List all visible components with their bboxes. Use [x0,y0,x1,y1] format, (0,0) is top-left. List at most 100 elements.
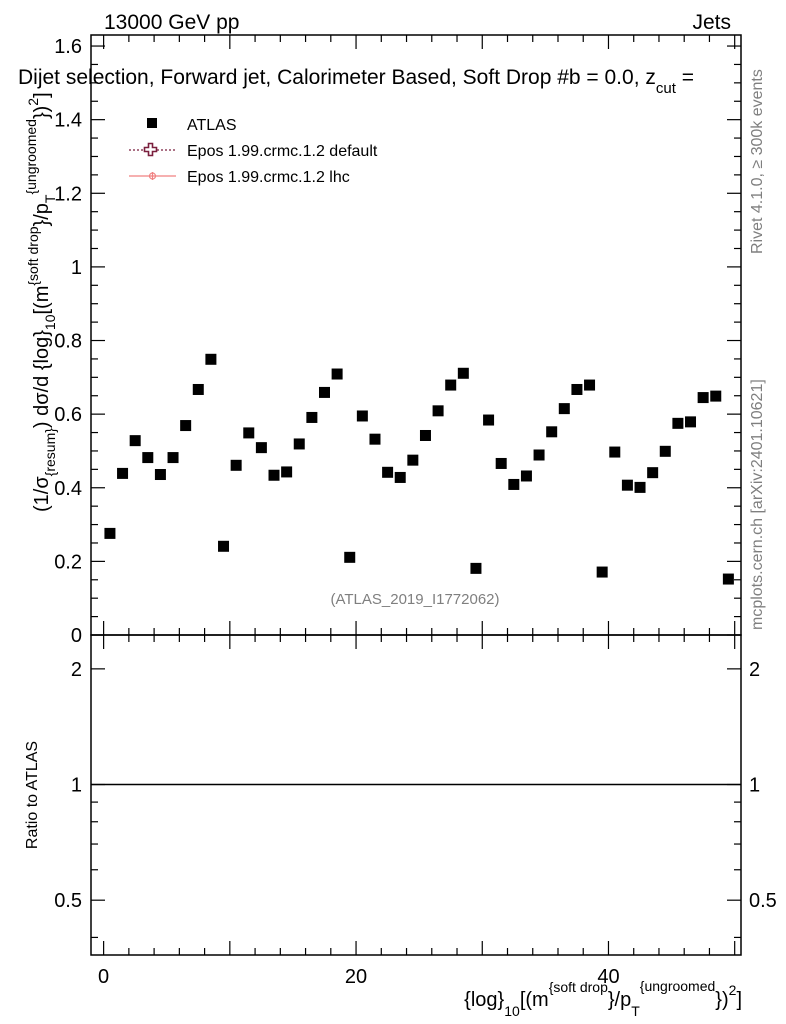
plot-title-main: Dijet selection, Forward jet, Calorimete… [18,66,656,89]
ratio-tick-label-right: 0.5 [749,890,777,912]
atlas-data-point [647,467,659,479]
atlas-data-point [483,414,495,426]
plot-title: Dijet selection, Forward jet, Calorimete… [18,66,694,97]
ratio-tick-label-left: 1 [71,775,82,797]
xlabel-part5: ] [736,989,742,1011]
xlabel-part4: }) [715,989,728,1011]
atlas-data-point [419,429,431,441]
header-left-label: 13000 GeV pp [104,11,239,34]
legend-label-atlas: ATLAS [187,117,237,134]
atlas-data-point [659,445,671,457]
atlas-data-point [129,435,141,447]
atlas-data-point [609,446,621,458]
atlas-data-point [117,467,129,479]
atlas-data-point [369,433,381,445]
ratio-tick-label-left: 2 [71,659,82,681]
atlas-data-point [167,452,179,464]
legend-marker-atlas [147,118,157,128]
main-y-axis-label: (1/σ{resum}) dσ/d {log}10[(m{soft drop}/… [23,92,58,512]
atlas-data-point [495,457,507,469]
atlas-data-point [407,454,419,466]
x-tick-label: 20 [345,966,367,988]
x-tick-label: 40 [597,966,619,988]
ylabel-part6: ] [31,92,53,98]
x-tick-label: 0 [98,966,109,988]
ratio-panel-frame [90,634,742,956]
x-axis-label: {log}10[(m{soft drop}/pT{ungroomed})2] [464,978,742,1019]
ylabel-sup3: {soft drop [25,226,41,285]
y-tick-label: 0 [71,625,82,647]
legend-label-epos-lhc: Epos 1.99.crmc.1.2 lhc [187,169,350,186]
ylabel-part5: }) [31,106,53,119]
atlas-data-point [533,449,545,461]
atlas-data-point [621,479,633,491]
atlas-data-point [520,470,532,482]
xlabel-part1: {log} [464,989,504,1011]
atlas-data-point [230,459,242,471]
xlabel-sub3: T [631,1003,640,1019]
atlas-data-point [710,390,722,402]
atlas-data-point [218,540,230,552]
legend-label-epos-default: Epos 1.99.crmc.1.2 default [187,143,378,160]
atlas-data-point [318,386,330,398]
atlas-data-point [394,471,406,483]
mcplots-label: mcplots.cern.ch [arXiv:2401.10621] [749,379,766,630]
xlabel-sup3: {ungroomed [640,978,716,994]
atlas-data-point [382,466,394,478]
ylabel-part3: [(m [31,286,53,315]
main-y-axis: 0 0.2 0.4 0.6 0.8 1 1.2 1.4 1.6 [54,36,741,647]
plot-title-tail: = [676,66,694,89]
atlas-data-point [697,392,709,404]
atlas-data-point [268,469,280,481]
atlas-data-point [672,417,684,429]
atlas-data-point [331,368,343,380]
y-tick-label: 0.8 [54,331,82,353]
legend-marker-epos-default [129,142,176,157]
atlas-data-point [255,442,267,454]
atlas-data-point [470,562,482,574]
atlas-data-point [722,573,734,585]
ylabel-sub4: T [42,194,58,203]
legend: ATLAS Epos 1.99.crmc.1.2 default Epos 1.… [129,117,378,186]
ylabel-sub2: 10 [42,314,58,330]
atlas-data-point [192,383,204,395]
y-tick-label: 0.2 [54,551,82,573]
atlas-data-point [432,405,444,417]
ylabel-part4: }/p [31,203,53,226]
ratio-tick-label-right: 1 [749,775,760,797]
atlas-data-point [508,478,520,490]
atlas-data-point [154,469,166,481]
ylabel-part1: (1/σ [31,476,53,512]
atlas-data-point [584,379,596,391]
y-tick-label: 1.6 [54,36,82,58]
ylabel-sub1: {resum} [42,428,58,477]
atlas-data-point [457,367,469,379]
atlas-data-point [281,466,293,478]
ylabel-sup4: {ungroomed [23,119,39,195]
atlas-data-point [685,416,697,428]
atlas-data-point [104,527,116,539]
y-tick-label: 1.2 [54,183,82,205]
xlabel-sup4: 2 [729,982,737,998]
ratio-y-axis: 0.5 1 2 0.5 1 2 [54,659,777,939]
atlas-data-point [558,403,570,415]
ratio-tick-label-left: 0.5 [54,890,82,912]
ylabel-sup5: 2 [25,98,41,106]
x-axis: 0 20 40 [98,35,736,988]
atlas-data-point [142,452,154,464]
header-right-label: Jets [692,11,731,34]
atlas-data-point [445,379,457,391]
atlas-data-point [634,481,646,493]
atlas-data-point [546,426,558,438]
y-tick-label: 0.4 [54,478,82,500]
xlabel-part3: }/p [608,989,631,1011]
legend-marker-epos-lhc [129,172,176,180]
ylabel-part2: ) dσ/d {log} [31,330,53,428]
ratio-tick-label-right: 2 [749,659,760,681]
ratio-y-axis-label: Ratio to ATLAS [24,741,41,849]
atlas-data-point [180,420,192,432]
xlabel-sub1: 10 [504,1003,520,1019]
plot-title-subscript: cut [656,80,677,97]
rivet-version-label: Rivet 4.1.0, ≥ 300k events [749,69,766,254]
